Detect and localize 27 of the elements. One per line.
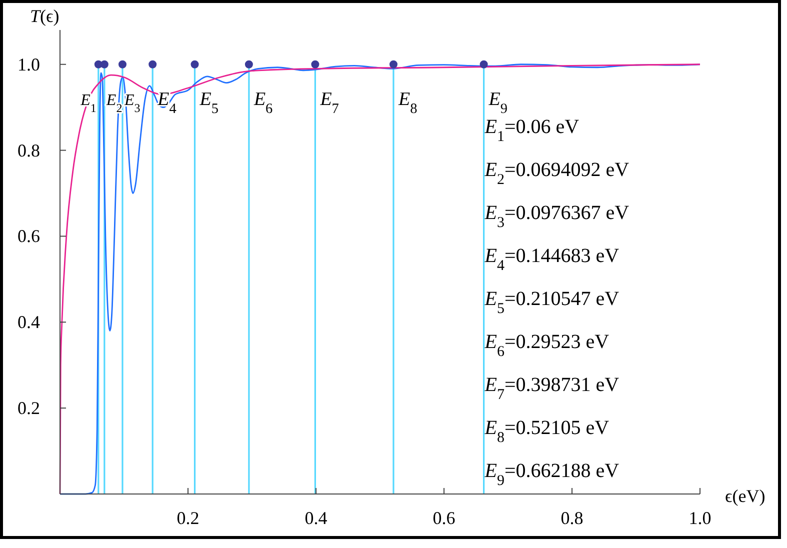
- ref-line-label: E$_{9}$: [488, 89, 508, 118]
- annotation: E$_{9}$=0.662188 eV: [484, 460, 620, 489]
- x-tick-label: 1.0: [688, 508, 712, 528]
- annotation: E$_{7}$=0.398731 eV: [484, 374, 620, 403]
- annotation: E$_{3}$=0.0976367 eV: [484, 202, 630, 231]
- y-tick-label: 0.4: [18, 312, 40, 332]
- x-axis-title: ϵ(eV): [725, 486, 766, 506]
- x-tick-label: 0.4: [304, 508, 328, 528]
- y-tick-label: 1.0: [18, 54, 40, 74]
- x-tick-label: 0.2: [176, 508, 200, 528]
- y-axis-title: T(ϵ): [30, 6, 60, 26]
- annotation: E$_{1}$=0.06 eV: [484, 116, 580, 145]
- ref-line-label: E$_{6}$: [252, 89, 273, 118]
- annotation: E$_{8}$=0.52105 eV: [484, 416, 610, 446]
- ref-line-label: E$_{8}$: [397, 89, 418, 118]
- annotation: E$_{4}$=0.144683 eV: [484, 244, 620, 274]
- ref-line-label: E$_{4}$: [156, 89, 176, 118]
- annotation: E$_{5}$=0.210547 eV: [484, 288, 620, 317]
- annotation: E$_{6}$=0.29523 eV: [484, 330, 610, 360]
- x-tick-label: 0.8: [560, 508, 584, 528]
- y-tick-label: 0.6: [18, 226, 40, 246]
- ref-line-label: E$_{5}$: [198, 89, 218, 118]
- annotation: E$_{2}$=0.0694092 eV: [484, 158, 630, 188]
- ref-line-label: E$_{7}$: [319, 89, 339, 118]
- y-tick-label: 0.8: [18, 140, 40, 160]
- y-tick-label: 0.2: [18, 398, 40, 418]
- x-tick-label: 0.6: [432, 508, 456, 528]
